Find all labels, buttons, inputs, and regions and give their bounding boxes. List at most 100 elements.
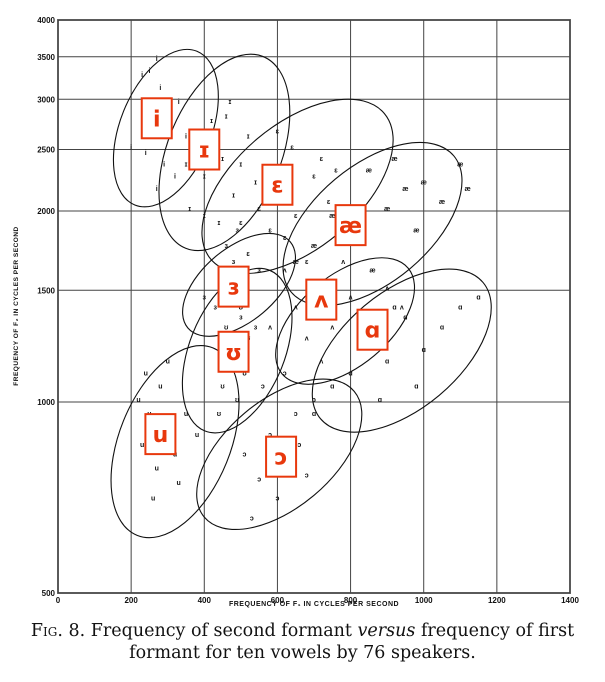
data-point: ɛ — [327, 199, 331, 206]
vowel-label: ɪ — [198, 139, 210, 164]
data-point: ɜ — [235, 227, 239, 234]
data-point: u — [195, 432, 199, 439]
caption-emphasis: versus — [357, 621, 416, 641]
data-point: ɪ — [247, 134, 250, 141]
vowel-label-box — [144, 413, 177, 456]
data-point: æ — [402, 186, 408, 193]
data-point: ɪ — [254, 180, 257, 187]
vowel-label-box — [261, 163, 294, 206]
data-point: u — [184, 411, 188, 418]
vowel-label-box — [305, 278, 338, 321]
vowel-label-box — [334, 204, 367, 247]
data-point: ɜ — [254, 325, 258, 332]
data-point: ɪ — [217, 220, 220, 227]
data-point: ɜ — [239, 314, 243, 321]
data-point: ʌ — [294, 304, 298, 311]
data-point: u — [155, 465, 159, 472]
data-point: ɔ — [297, 442, 301, 449]
data-point: ɑ — [348, 371, 352, 378]
data-point: ɜ — [224, 243, 228, 250]
data-point: æ — [366, 167, 372, 174]
data-point: ɜ — [232, 259, 236, 266]
data-point: ɑ — [422, 347, 426, 354]
x-tick-label: 0 — [56, 596, 61, 605]
data-point: æ — [384, 206, 390, 213]
data-point: ɛ — [276, 128, 280, 135]
data-point: ɑ — [440, 325, 444, 332]
caption-text-after: frequency of first formant for ten vowel… — [129, 621, 575, 663]
vowel-ellipse — [282, 141, 463, 307]
y-axis-ticks: 500 1000 1500 2000 2500 3000 3500 4000 — [37, 16, 55, 598]
data-point: i — [130, 145, 132, 152]
data-point: ɪ — [210, 118, 213, 125]
data-point: ʌ — [400, 304, 404, 311]
data-point: ɑ — [392, 304, 396, 311]
data-point: ʌ — [283, 267, 287, 274]
vowel-ellipse — [181, 267, 293, 434]
data-point: ɛ — [268, 227, 272, 234]
vowel-label-box — [217, 330, 250, 373]
data-point: ɛ — [290, 145, 294, 152]
vowel-ellipse — [182, 232, 297, 337]
data-point: ɔ — [250, 516, 254, 523]
data-point: u — [140, 442, 144, 449]
data-point: ʌ — [349, 295, 353, 302]
vowel-label: i — [153, 107, 161, 132]
data-point: ɛ — [334, 167, 338, 174]
data-point: ʌ — [268, 325, 272, 332]
data-point: ɑ — [403, 314, 407, 321]
y-tick-label: 3000 — [37, 95, 55, 104]
x-tick-label: 1400 — [561, 596, 579, 605]
y-tick-label: 2500 — [37, 146, 55, 155]
data-point: ɑ — [312, 411, 316, 418]
data-point: ʊ — [235, 397, 240, 404]
data-point: ʊ — [217, 411, 222, 418]
data-point: ʊ — [220, 384, 225, 391]
data-point: ɪ — [221, 156, 224, 163]
data-point: i — [159, 85, 161, 92]
data-point: ɜ — [214, 304, 218, 311]
data-point: u — [158, 384, 162, 391]
y-tick-label: 1000 — [37, 398, 55, 407]
data-point: i — [174, 174, 176, 181]
y-axis-label: FREQUENCY OF F₂ IN CYCLES PER SECOND — [13, 226, 20, 385]
data-point: u — [151, 495, 155, 502]
data-point: ɔ — [312, 397, 316, 404]
data-point: æ — [369, 267, 375, 274]
data-point: u — [144, 371, 148, 378]
data-point: æ — [439, 199, 445, 206]
data-point: ʌ — [319, 358, 323, 365]
data-point: ʌ — [330, 325, 334, 332]
data-point: ɪ — [188, 206, 191, 213]
vowel-label: ɔ — [275, 446, 288, 471]
data-point: ɪ — [225, 113, 228, 120]
vowel-label-box — [356, 308, 389, 351]
y-tick-label: 4000 — [37, 16, 55, 25]
vowel-ellipse — [311, 268, 492, 433]
data-point: ʊ — [224, 325, 229, 332]
data-point: ɑ — [476, 295, 480, 302]
vowel-label: ɛ — [271, 174, 283, 199]
x-tick-label: 600 — [271, 596, 285, 605]
data-point: ɑ — [330, 384, 334, 391]
grid-lines — [57, 19, 571, 594]
data-point: u — [166, 358, 170, 365]
data-point: ʌ — [341, 259, 345, 266]
data-point: æ — [457, 162, 463, 169]
vowel-labels: i ɪ ɛ æ ɜ ʌ ɑ ʊ u ɔ — [140, 97, 389, 478]
data-point: i — [156, 56, 158, 63]
data-point: i — [145, 150, 147, 157]
vowel-ellipse — [201, 98, 394, 274]
x-tick-label: 1200 — [488, 596, 506, 605]
vowel-label-box — [265, 435, 298, 478]
data-point: ɔ — [257, 476, 261, 483]
data-point: ɔ — [243, 452, 247, 459]
data-point: i — [163, 162, 165, 169]
data-point: ɔ — [305, 473, 309, 480]
data-point: ɑ — [385, 358, 389, 365]
data-point: ɪ — [232, 193, 235, 200]
data-point: ɔ — [261, 384, 265, 391]
data-point: ɛ — [283, 235, 287, 242]
x-tick-label: 200 — [124, 596, 138, 605]
data-point: i — [148, 68, 150, 75]
